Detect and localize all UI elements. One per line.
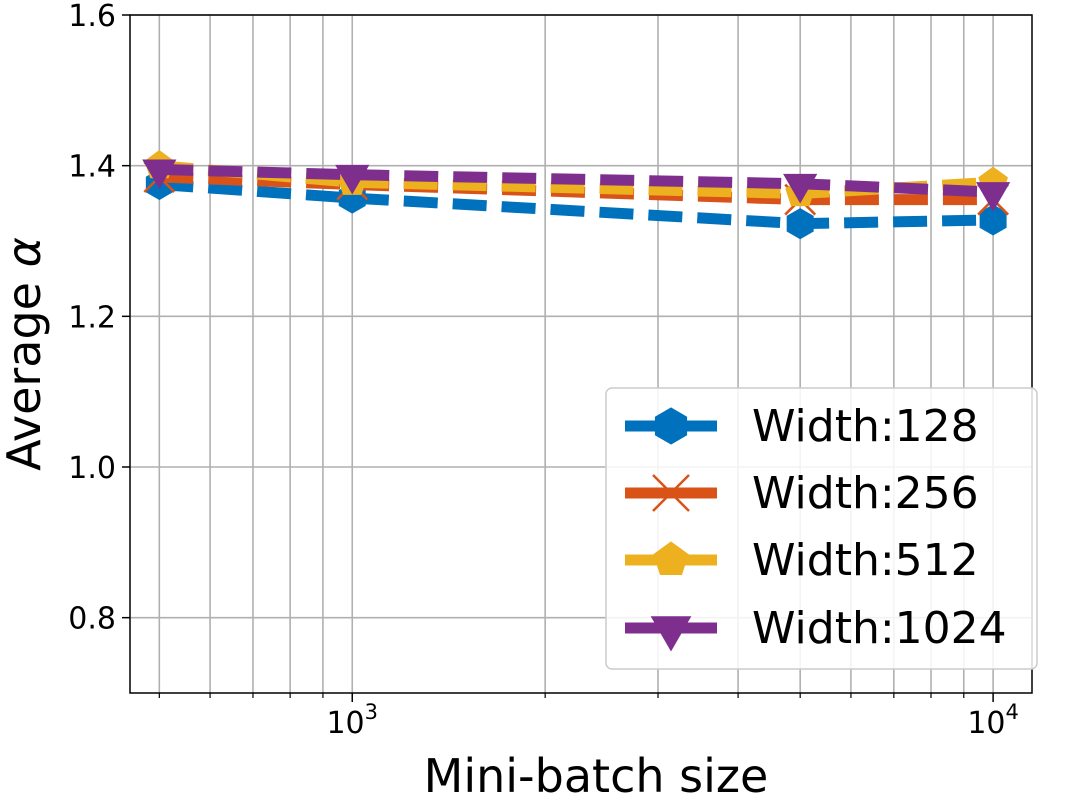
x-tick-label: 104 [967, 700, 1019, 741]
legend-swatch-marker [652, 474, 690, 512]
axis-ticks: 0.8 1.0 1.2 1.4 1.6 103 104 [68, 0, 1019, 741]
y-tick-label: 1.0 [68, 451, 116, 486]
legend-label: Width:1024 [752, 603, 1007, 654]
y-tick-label: 1.2 [68, 300, 116, 335]
series-line [158, 179, 994, 230]
data-point [783, 173, 818, 204]
series-width-1024 [142, 159, 1011, 212]
series-layer [142, 150, 1011, 240]
y-tick-label: 1.4 [68, 150, 116, 185]
legend-box [605, 387, 1038, 670]
series-line [159, 163, 994, 198]
y-axis-label: Average α [0, 237, 51, 471]
legend-label: Width:128 [752, 401, 979, 452]
legend-item: Width:1024 [625, 603, 1007, 654]
legend-item: Width:512 [625, 535, 979, 586]
x-tick-label: 103 [326, 700, 378, 741]
data-point [335, 164, 370, 195]
legend-item: Width:128 [625, 401, 979, 452]
data-point [142, 159, 177, 190]
legend-swatch-marker [650, 616, 692, 652]
legend: Width:128 Width:256 Width:512 Width:1024 [605, 387, 1038, 670]
y-tick-label: 0.8 [68, 602, 116, 637]
legend-swatch-marker [653, 541, 689, 576]
data-point [786, 208, 814, 240]
legend-item: Width:256 [625, 468, 979, 519]
legend-swatch-marker [654, 407, 688, 445]
x-axis-label: Mini-batch size [424, 749, 769, 803]
data-point [975, 182, 1011, 212]
legend-label: Width:256 [752, 468, 979, 519]
y-tick-label: 1.6 [68, 0, 116, 34]
legend-label: Width:512 [752, 535, 979, 586]
plot-frame [129, 14, 1033, 694]
